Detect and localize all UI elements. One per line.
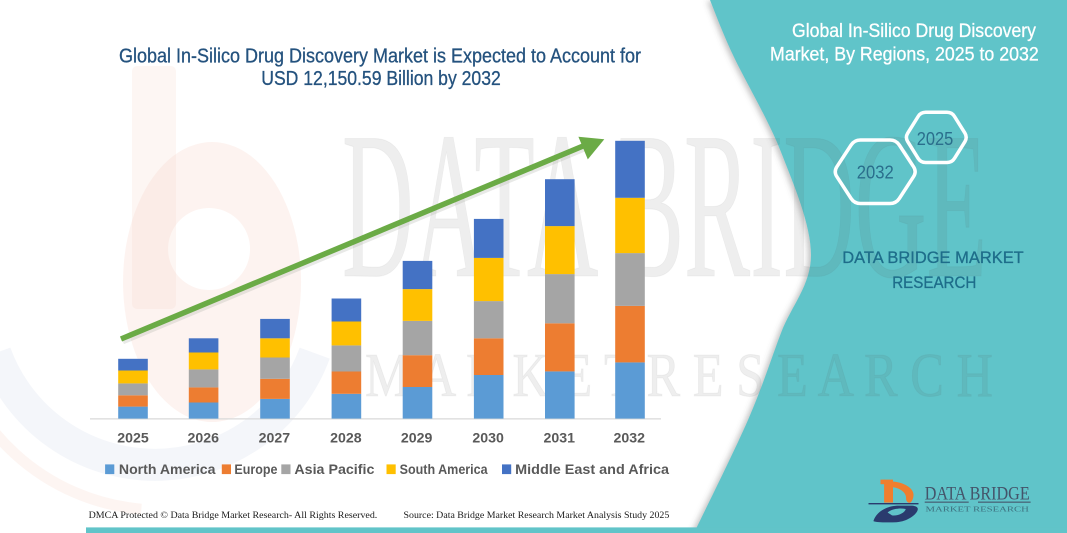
svg-text:Asia Pacific: Asia Pacific <box>294 461 374 477</box>
svg-text:North America: North America <box>119 461 216 477</box>
svg-text:USD 12,150.59 Billion by 2032: USD 12,150.59 Billion by 2032 <box>261 68 501 90</box>
svg-text:DATA BRIDGE: DATA BRIDGE <box>925 484 1030 505</box>
svg-text:DATA BRIDGE: DATA BRIDGE <box>342 90 987 322</box>
svg-text:2031: 2031 <box>544 430 576 446</box>
svg-text:2028: 2028 <box>330 430 362 446</box>
svg-text:Global In-Silico Drug Discover: Global In-Silico Drug Discovery Market i… <box>119 45 641 67</box>
svg-text:2032: 2032 <box>857 161 894 182</box>
svg-text:2025: 2025 <box>917 129 954 149</box>
svg-text:2032: 2032 <box>614 430 646 446</box>
svg-text:2026: 2026 <box>188 430 220 446</box>
svg-text:RESEARCH: RESEARCH <box>892 273 976 292</box>
svg-text:Europe: Europe <box>234 461 277 477</box>
svg-text:2029: 2029 <box>401 430 433 446</box>
svg-text:DMCA Protected © Data Bridge M: DMCA Protected © Data Bridge Market Rese… <box>89 510 378 521</box>
svg-text:2025: 2025 <box>117 430 149 446</box>
svg-text:2027: 2027 <box>259 430 291 446</box>
svg-text:2030: 2030 <box>472 430 504 446</box>
svg-text:DATA BRIDGE MARKET: DATA BRIDGE MARKET <box>842 248 1024 267</box>
svg-text:Middle East and Africa: Middle East and Africa <box>515 461 669 477</box>
svg-text:M A R K E T R E S E A R C H: M A R K E T R E S E A R C H <box>365 342 993 410</box>
svg-text:South America: South America <box>400 461 488 477</box>
svg-text:Source: Data Bridge Market Res: Source: Data Bridge Market Research Mark… <box>404 511 670 521</box>
svg-text:Global In-Silico Drug Discover: Global In-Silico Drug Discovery <box>792 20 1036 42</box>
svg-text:MARKET RESEARCH: MARKET RESEARCH <box>926 505 1029 513</box>
svg-text:Market, By Regions, 2025 to 20: Market, By Regions, 2025 to 2032 <box>770 44 1039 66</box>
